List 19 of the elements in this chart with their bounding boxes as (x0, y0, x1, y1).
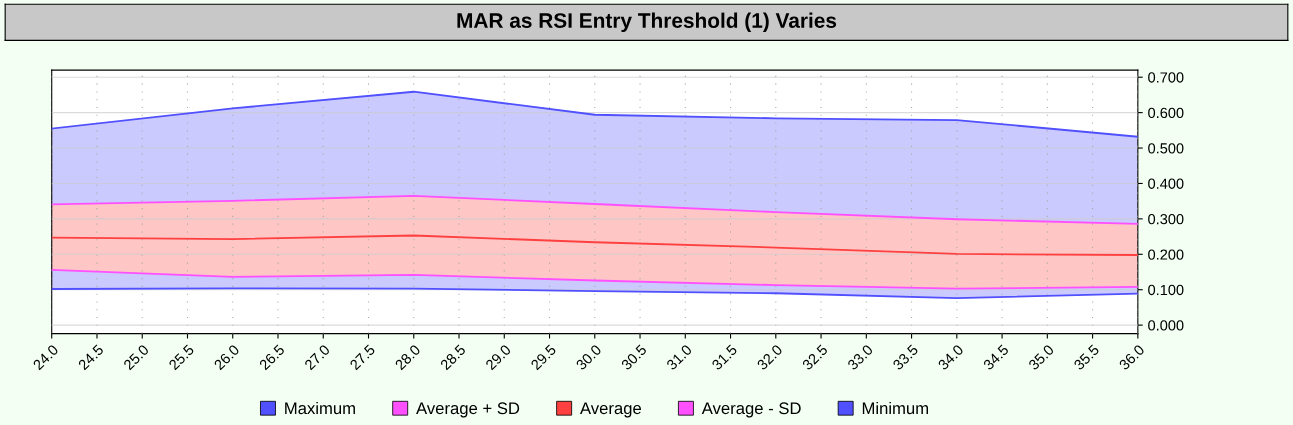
legend-label: Minimum (862, 401, 928, 415)
y-tick-label: 0.600 (1148, 107, 1184, 119)
y-tick-label: 0.700 (1148, 72, 1184, 83)
legend-label: Average + SD (416, 402, 520, 418)
chart-title: MAR as RSI Entry Threshold (1) Varies (457, 12, 837, 33)
legend-label: Maximum (285, 401, 355, 415)
y-tick-label: 0.000 (1148, 320, 1184, 331)
line-series (51, 90, 1138, 138)
y-tick-label: 0.400 (1148, 178, 1184, 189)
legend-label: Average (580, 402, 642, 418)
line-series (51, 194, 1138, 225)
line-series (51, 268, 1138, 290)
y-tick-label: 0.100 (1148, 284, 1184, 296)
line-series (51, 234, 1138, 256)
y-tick-label: 0.200 (1148, 249, 1184, 260)
line-series (51, 287, 1138, 300)
y-tick-label: 0.300 (1148, 213, 1184, 225)
legend-label: Average - SD (701, 402, 801, 418)
y-tick-label: 0.500 (1148, 143, 1184, 154)
